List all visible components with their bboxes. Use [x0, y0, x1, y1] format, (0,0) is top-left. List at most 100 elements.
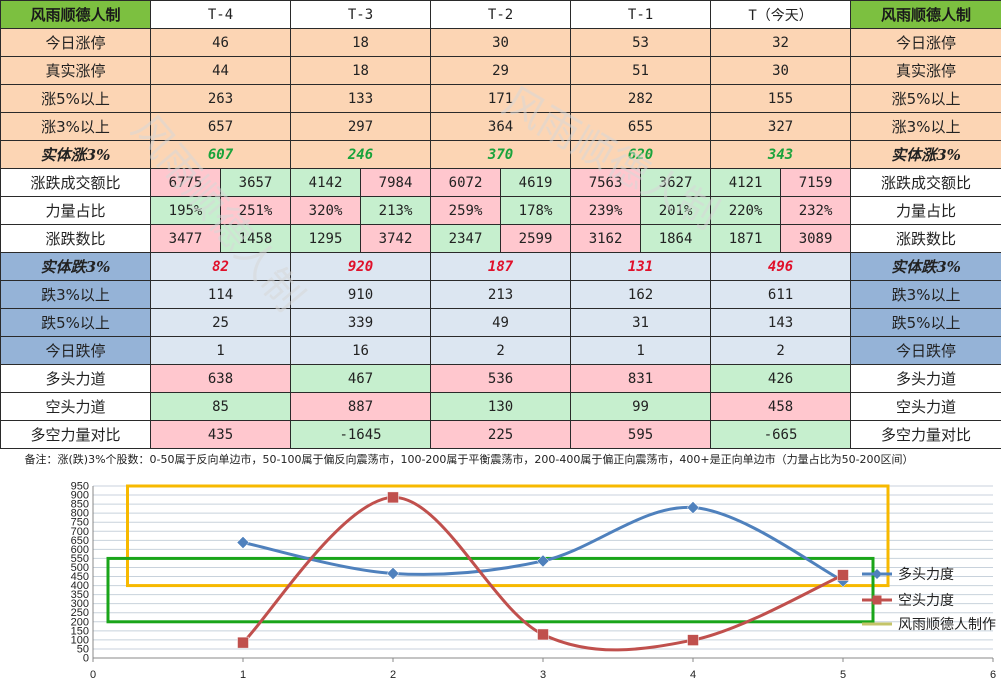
row-label: 跌3%以上 — [0, 280, 151, 309]
green-highlight-box — [106, 556, 875, 624]
table-cell: 920 — [290, 252, 432, 281]
table-cell: 51 — [570, 56, 712, 85]
table-row: 今日涨停 46 18 30 53 32 今日涨停 — [0, 28, 1001, 57]
table-cell: 620 — [570, 140, 712, 169]
table-cell: 1871 — [710, 224, 782, 253]
y-tick-label: 350 — [71, 589, 89, 601]
table-row: 今日跌停 1 16 2 1 2 今日跌停 — [0, 336, 1001, 365]
table-cell: 4619 — [500, 168, 572, 197]
table-cell: 370 — [430, 140, 572, 169]
legend-label: 多头力度 — [898, 566, 954, 583]
table-cell: 611 — [710, 280, 852, 309]
data-point-bear — [237, 636, 249, 649]
legend-marker — [872, 569, 882, 579]
table-cell: 458 — [710, 392, 852, 421]
table-cell: 259% — [430, 196, 502, 225]
row-label: 实体涨3% — [0, 140, 151, 169]
table-cell: 6775 — [150, 168, 221, 197]
x-tick-label: 6 — [990, 669, 996, 681]
row-label: 涨跌数比 — [0, 224, 151, 253]
table-cell: 297 — [290, 112, 432, 141]
row-label: 真实涨停 — [850, 56, 1001, 85]
row-label: 空头力道 — [850, 392, 1001, 421]
legend-marker — [872, 595, 882, 605]
table-row: 跌5%以上 25 339 49 31 143 跌5%以上 — [0, 308, 1001, 337]
row-label: 跌5%以上 — [850, 308, 1001, 337]
y-tick-label: 700 — [71, 526, 89, 538]
table-cell: 195% — [150, 196, 221, 225]
table-cell: 251% — [219, 196, 292, 225]
corner-label: 风雨顺德人制 — [850, 0, 1001, 29]
x-tick-label: 5 — [840, 669, 846, 681]
table-cell: 49 — [430, 308, 572, 337]
table-cell: 607 — [149, 140, 292, 169]
row-label: 真实涨停 — [0, 56, 151, 85]
table-cell: 3477 — [150, 224, 221, 253]
note-text: 备注：涨(跌)3%个股数：0-50属于反向单边市，50-100属于偏反向震荡市，… — [24, 453, 914, 466]
table-cell: 1 — [570, 336, 712, 365]
table-note-row: 备注：涨(跌)3%个股数：0-50属于反向单边市，50-100属于偏反向震荡市，… — [1, 449, 1001, 470]
table-row-pair: 涨跌成交额比 6775 3657 4142 7984 6072 4619 7563 3627 41… — [0, 168, 1001, 197]
table-header-row: 风雨顺德人制 T-4 T-3 T-2 T-1 T（今天） 风雨顺德人制 — [0, 0, 1001, 29]
row-label: 跌5%以上 — [0, 308, 151, 337]
y-tick-label: 750 — [71, 517, 89, 529]
table-cell: 282 — [570, 84, 712, 113]
y-tick-label: 650 — [71, 535, 89, 547]
table-cell: 638 — [149, 364, 292, 393]
row-label: 今日涨停 — [850, 28, 1001, 57]
table-cell: 327 — [710, 112, 852, 141]
table-cell: 2347 — [430, 224, 502, 253]
table-cell: -1645 — [290, 420, 432, 449]
row-label: 跌3%以上 — [850, 280, 1001, 309]
row-label: 空头力道 — [0, 392, 151, 421]
table-cell: 3089 — [780, 224, 852, 253]
table-cell: 46 — [149, 28, 292, 57]
data-point-bear — [687, 634, 699, 646]
table-cell: 213% — [360, 196, 432, 225]
table-cell: 133 — [290, 84, 432, 113]
column-header: T-2 — [430, 0, 572, 29]
table-cell: 595 — [570, 420, 712, 449]
table-cell: 155 — [710, 84, 852, 113]
table-cell: 44 — [149, 56, 292, 85]
y-tick-label: 250 — [71, 607, 89, 619]
table-cell: 239% — [570, 196, 642, 225]
table-cell: 4121 — [710, 168, 782, 197]
table-cell: 320% — [290, 196, 362, 225]
row-label: 多空力量对比 — [0, 420, 151, 449]
table-row-force: 空头力道 85 887 130 99 458 空头力道 — [0, 392, 1001, 421]
y-tick-label: 600 — [71, 544, 89, 556]
row-label: 涨跌数比 — [850, 224, 1001, 253]
row-label: 实体跌3% — [850, 252, 1001, 281]
table-cell: 25 — [149, 308, 292, 337]
table-cell: 213 — [430, 280, 572, 309]
table-cell: 1458 — [219, 224, 292, 253]
x-tick-label: 4 — [690, 669, 696, 681]
table-cell: 831 — [570, 364, 712, 393]
table-cell: 435 — [149, 420, 292, 449]
x-tick-label: 2 — [390, 669, 396, 681]
table-row-entity-up: 实体涨3% 607 246 370 620 343 实体涨3% — [0, 140, 1001, 169]
table-cell: 187 — [430, 252, 572, 281]
y-tick-label: 300 — [71, 598, 89, 610]
table-cell: 496 — [710, 252, 852, 281]
row-label: 多空力量对比 — [850, 420, 1001, 449]
data-point-bear — [837, 569, 849, 581]
y-tick-label: 50 — [77, 643, 89, 655]
table-cell: 32 — [710, 28, 852, 57]
table-cell: 3627 — [640, 168, 712, 197]
table-cell: 162 — [570, 280, 712, 309]
table-cell: 225 — [430, 420, 572, 449]
table-cell: 131 — [570, 252, 712, 281]
table-cell: 7159 — [780, 168, 852, 197]
y-tick-label: 800 — [71, 508, 89, 520]
table-cell: 18 — [290, 28, 432, 57]
series-line-bear — [241, 495, 844, 652]
row-label: 今日涨停 — [0, 28, 151, 57]
column-header: T（今天） — [710, 0, 852, 29]
table-row: 涨3%以上 657 297 364 655 327 涨3%以上 — [0, 112, 1001, 141]
table-cell: 364 — [430, 112, 572, 141]
row-label: 涨5%以上 — [850, 84, 1001, 113]
table-row-force: 多头力道 638 467 536 831 426 多头力道 — [0, 364, 1001, 393]
data-point-bull — [686, 501, 700, 514]
